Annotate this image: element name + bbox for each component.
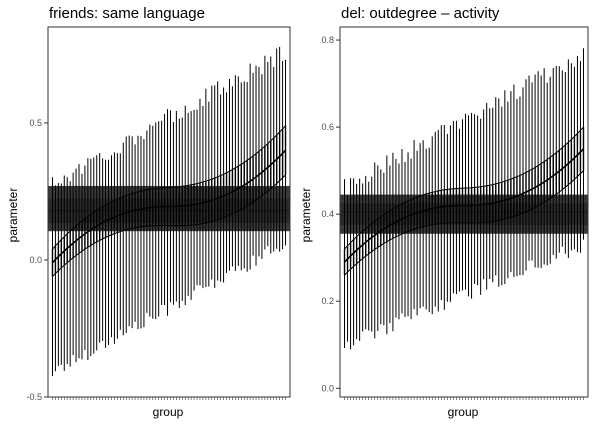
y-axis-ticks: 0.0 0.2 0.4 0.6 0.8 [321, 35, 340, 393]
y-axis-title: parameter [299, 188, 313, 243]
inner-upper-bound-line [52, 125, 286, 250]
panel-frame [339, 26, 589, 398]
y-tick-label: 0.6 [321, 122, 334, 132]
y-tick-label: 0.0 [29, 255, 42, 265]
y-tick-label: 0.8 [321, 35, 334, 45]
y-tick-label: 0.5 [29, 118, 42, 128]
y-tick-label: -0.5 [26, 392, 42, 402]
y-axis-ticks: -0.5 0.0 0.5 [26, 118, 48, 402]
y-tick-label: 0.2 [321, 296, 334, 306]
x-axis-title: group [153, 405, 184, 419]
inner-lower-bound-line [52, 174, 286, 277]
panel-title: friends: same language [49, 5, 205, 22]
inner-upper-bound-line [344, 126, 584, 250]
x-axis-title: group [448, 405, 479, 419]
median-line [343, 148, 585, 263]
group-intervals [51, 46, 287, 377]
panel-friends-same-language: friends: same language group parameter -… [6, 5, 291, 419]
group-intervals [343, 48, 585, 350]
y-axis-title: parameter [6, 188, 20, 243]
y-tick-label: 0.0 [321, 383, 334, 393]
inner-lower-bound-line [344, 170, 584, 276]
y-tick-label: 0.4 [321, 209, 334, 219]
median-line [51, 149, 287, 264]
panel-del-outdegree-activity: del: outdegree – activity group paramete… [299, 5, 589, 419]
panel-title: del: outdegree – activity [341, 5, 500, 22]
panel-frame [47, 26, 291, 398]
